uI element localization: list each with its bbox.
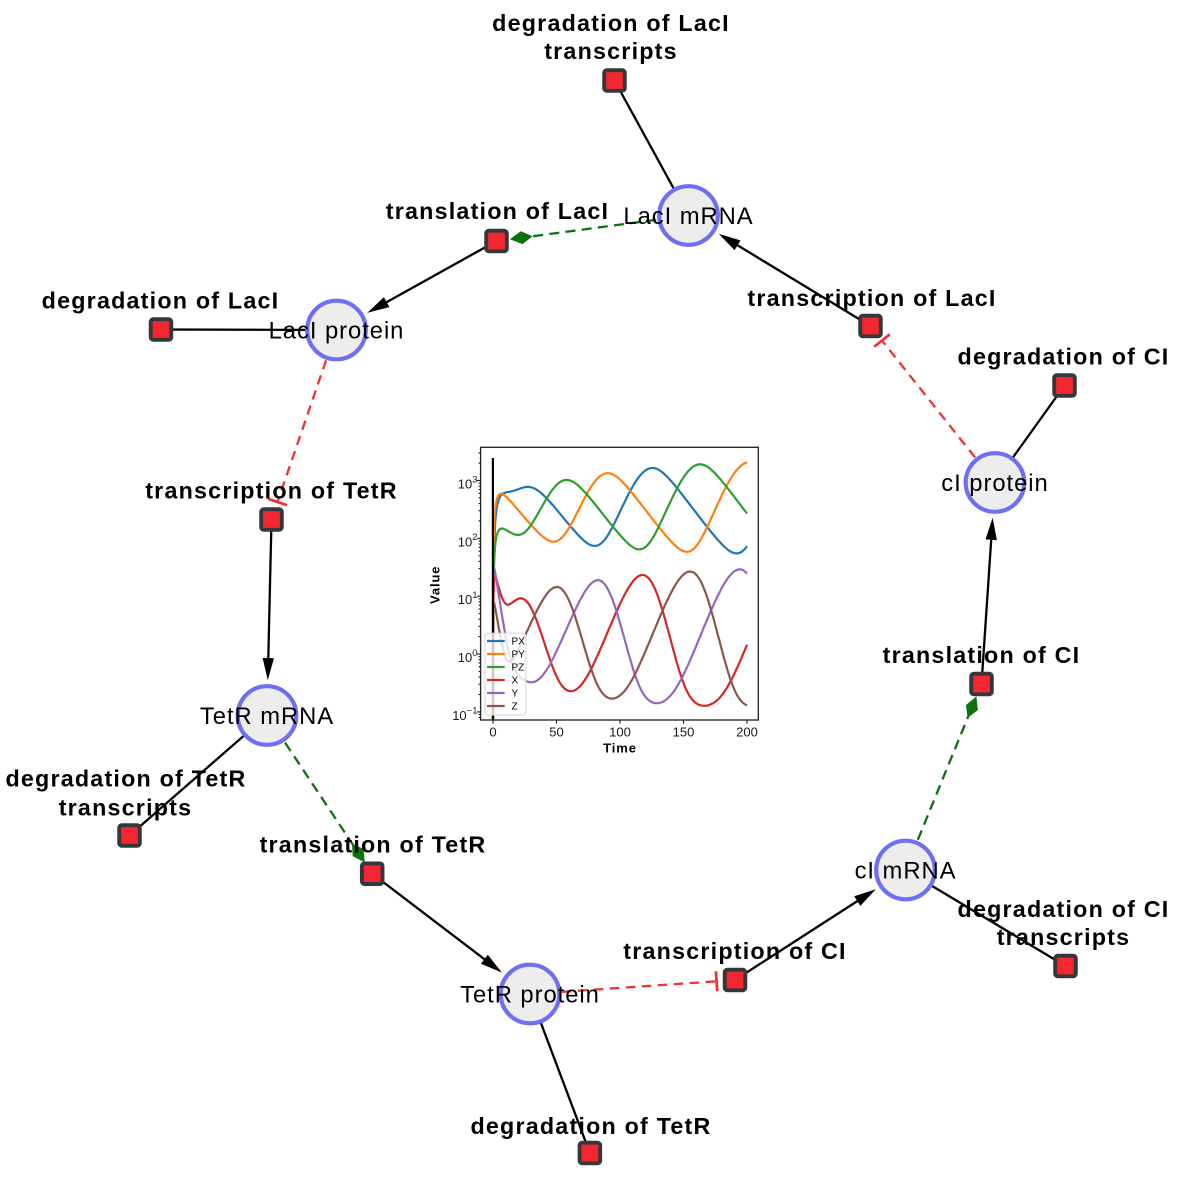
svg-text:degradation of TetR: degradation of TetR	[5, 765, 246, 791]
svg-text:50: 50	[549, 725, 563, 740]
svg-text:translation of TetR: translation of TetR	[260, 832, 487, 858]
svg-text:degradation of TetR: degradation of TetR	[470, 1113, 711, 1139]
svg-text:TetR mRNA: TetR mRNA	[200, 703, 334, 730]
svg-text:Time: Time	[603, 741, 637, 756]
svg-text:150: 150	[673, 725, 695, 740]
svg-text:cI mRNA: cI mRNA	[855, 858, 957, 885]
svg-text:transcripts: transcripts	[59, 794, 193, 820]
svg-text:transcription of CI: transcription of CI	[623, 938, 846, 964]
svg-text:degradation of LacI: degradation of LacI	[492, 10, 730, 36]
svg-text:transcription of TetR: transcription of TetR	[145, 478, 398, 504]
svg-text:degradation of CI: degradation of CI	[958, 344, 1170, 370]
svg-text:LacI protein: LacI protein	[269, 318, 405, 345]
svg-text:PX: PX	[512, 636, 526, 647]
svg-text:degradation of CI: degradation of CI	[958, 896, 1170, 922]
svg-text:10−1: 10−1	[452, 706, 477, 723]
svg-text:transcription of LacI: transcription of LacI	[747, 285, 996, 311]
svg-text:0: 0	[489, 725, 496, 740]
svg-text:100: 100	[609, 725, 631, 740]
svg-text:PZ: PZ	[512, 662, 525, 673]
svg-text:102: 102	[458, 532, 478, 549]
svg-text:degradation of LacI: degradation of LacI	[42, 288, 280, 314]
svg-text:200: 200	[736, 725, 758, 740]
svg-text:transcripts: transcripts	[544, 38, 678, 64]
svg-text:translation of CI: translation of CI	[883, 642, 1081, 668]
svg-text:Y: Y	[512, 688, 519, 699]
svg-text:Value: Value	[427, 566, 442, 604]
svg-text:103: 103	[458, 474, 478, 491]
svg-text:TetR protein: TetR protein	[460, 982, 600, 1009]
svg-text:100: 100	[458, 648, 478, 665]
svg-text:translation of LacI: translation of LacI	[386, 198, 609, 224]
svg-text:PY: PY	[512, 649, 526, 660]
svg-text:cI protein: cI protein	[941, 470, 1048, 497]
svg-text:Z: Z	[512, 701, 518, 712]
svg-text:101: 101	[458, 590, 478, 607]
svg-text:X: X	[512, 675, 519, 686]
svg-text:transcripts: transcripts	[997, 924, 1131, 950]
svg-text:LacI mRNA: LacI mRNA	[623, 203, 753, 230]
